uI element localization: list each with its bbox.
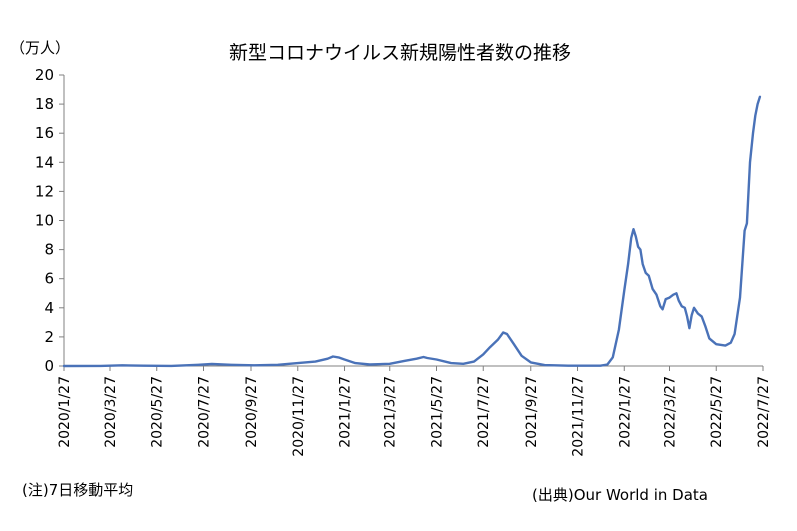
x-tick-label: 2020/7/27: [196, 376, 212, 448]
x-tick-label: 2020/11/27: [291, 376, 307, 457]
y-tick-label: 12: [35, 182, 54, 200]
x-tick-label: 2022/3/27: [662, 376, 678, 448]
x-tick-label: 2021/11/27: [571, 376, 587, 457]
y-tick-label: 2: [44, 328, 54, 346]
y-tick-label: 4: [44, 299, 54, 317]
x-tick-label: 2022/7/27: [756, 376, 772, 448]
axes: [63, 75, 763, 367]
x-tick-label: 2021/7/27: [476, 376, 492, 448]
x-axis-ticks: 2020/1/27 2020/3/27 2020/5/27 2020/7/27 2020…: [57, 366, 772, 457]
x-tick-label: 2020/1/27: [57, 376, 73, 448]
x-tick-label: 2021/5/27: [429, 376, 445, 448]
y-tick-label: 8: [44, 241, 54, 259]
x-tick-label: 2020/3/27: [103, 376, 119, 448]
y-tick-label: 0: [44, 357, 54, 375]
x-tick-label: 2021/3/27: [383, 376, 399, 448]
x-tick-label: 2022/1/27: [617, 376, 633, 448]
chart-title: 新型コロナウイルス新規陽性者数の推移: [229, 42, 571, 64]
x-tick-label: 2021/9/27: [524, 376, 540, 448]
footnote-moving-average: (注)7日移動平均: [22, 481, 134, 499]
x-tick-label: 2020/9/27: [244, 376, 260, 448]
y-tick-label: 20: [35, 66, 54, 84]
x-tick-label: 2022/5/27: [709, 376, 725, 448]
y-axis-ticks: 0 2 4 6 8 10 12 14 16 18 20: [35, 66, 64, 375]
x-tick-label: 2020/5/27: [150, 376, 166, 448]
series-line: [62, 95, 762, 368]
y-tick-label: 14: [35, 153, 54, 171]
y-tick-label: 18: [35, 95, 54, 113]
y-axis-unit-label: （万人）: [10, 39, 70, 57]
y-tick-label: 6: [44, 270, 54, 288]
y-tick-label: 10: [35, 212, 54, 230]
x-tick-label: 2021/1/27: [338, 376, 354, 448]
y-tick-label: 16: [35, 124, 54, 142]
source-note: (出典)Our World in Data: [532, 486, 708, 504]
